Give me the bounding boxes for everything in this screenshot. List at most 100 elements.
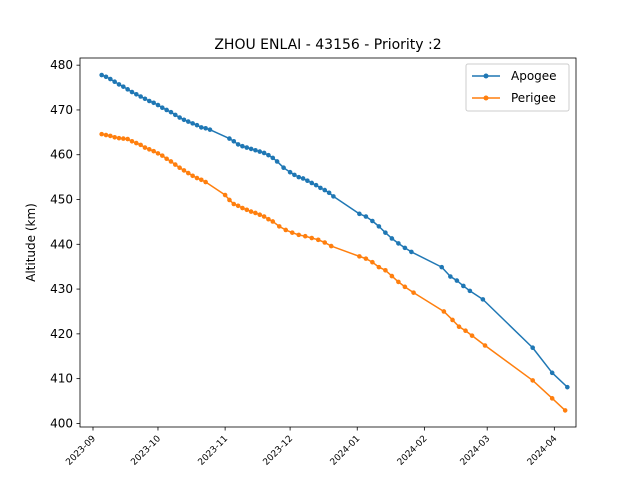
data-point-apogee <box>409 249 414 255</box>
y-tick-label: 410 <box>50 372 73 386</box>
plot-area <box>80 58 576 427</box>
data-point-perigee <box>138 142 143 148</box>
series-points-perigee <box>99 131 568 413</box>
data-point-apogee <box>313 182 319 188</box>
data-point-apogee <box>389 236 395 241</box>
y-tick-label: 430 <box>50 282 73 296</box>
data-point-perigee <box>363 256 369 261</box>
data-point-apogee <box>326 190 332 196</box>
data-point-perigee <box>441 309 447 314</box>
data-point-apogee <box>376 224 382 229</box>
data-point-apogee <box>266 152 271 158</box>
data-point-perigee <box>99 131 104 137</box>
data-point-perigee <box>248 209 254 214</box>
y-tick-label: 420 <box>50 327 73 341</box>
y-tick-label: 440 <box>50 237 73 251</box>
data-point-perigee <box>322 240 328 245</box>
data-point-perigee <box>302 233 308 239</box>
data-point-perigee <box>194 175 200 181</box>
data-point-perigee <box>370 259 375 265</box>
legend-marker-apogee <box>483 73 489 79</box>
data-point-apogee <box>357 211 362 217</box>
y-axis: 400 410 420 430 440 450 460 470 480 <box>50 58 80 430</box>
data-point-apogee <box>125 87 130 92</box>
data-point-apogee <box>565 384 570 390</box>
chart-title: ZHOU ENLAI - 43156 - Priority :2 <box>214 37 441 53</box>
data-point-perigee <box>283 227 289 233</box>
data-point-perigee <box>253 210 258 216</box>
data-point-apogee <box>121 84 126 89</box>
data-point-apogee <box>160 105 165 111</box>
data-point-perigee <box>482 343 488 348</box>
data-point-perigee <box>198 177 204 183</box>
data-point-perigee <box>376 264 382 270</box>
data-point-apogee <box>227 136 232 141</box>
legend-entry-apogee: Apogee <box>472 69 557 83</box>
data-point-apogee <box>203 126 208 131</box>
data-point-perigee <box>185 170 191 176</box>
legend: Apogee Perigee <box>465 63 570 112</box>
data-point-apogee <box>270 155 276 161</box>
data-point-perigee <box>116 135 122 141</box>
data-point-apogee <box>253 147 258 153</box>
y-tick-label: 470 <box>50 103 73 117</box>
data-point-apogee <box>142 96 148 102</box>
legend-label-apogee: Apogee <box>511 69 557 83</box>
data-point-apogee <box>190 121 195 126</box>
data-point-perigee <box>231 201 237 207</box>
data-point-perigee <box>270 219 276 224</box>
data-point-apogee <box>164 107 169 113</box>
data-point-apogee <box>108 76 113 82</box>
data-point-apogee <box>370 218 375 224</box>
data-point-perigee <box>328 243 334 249</box>
data-point-apogee <box>274 159 280 164</box>
data-point-perigee <box>276 224 282 229</box>
data-point-apogee <box>530 345 535 351</box>
data-point-perigee <box>134 140 139 146</box>
data-point-perigee <box>469 333 475 338</box>
y-tick-label: 460 <box>50 148 73 162</box>
data-point-perigee <box>562 408 568 413</box>
data-point-apogee <box>257 149 263 154</box>
data-point-apogee <box>402 245 408 251</box>
data-point-perigee <box>530 378 535 383</box>
data-point-perigee <box>168 159 174 164</box>
data-point-apogee <box>147 98 152 104</box>
data-point-perigee <box>155 151 161 156</box>
data-point-apogee <box>99 72 104 78</box>
data-point-perigee <box>240 205 245 211</box>
data-point-apogee <box>322 187 328 193</box>
data-point-apogee <box>244 145 250 150</box>
data-point-perigee <box>463 328 468 334</box>
y-axis-label: Altitude (km) <box>24 203 38 282</box>
data-point-apogee <box>177 115 182 120</box>
data-point-apogee <box>138 94 143 99</box>
data-point-apogee <box>151 100 156 106</box>
data-point-perigee <box>549 396 555 401</box>
data-point-perigee <box>121 136 126 141</box>
data-point-perigee <box>357 254 362 259</box>
data-point-apogee <box>116 82 122 87</box>
data-point-apogee <box>363 214 369 219</box>
data-point-apogee <box>296 174 302 180</box>
data-point-apogee <box>461 283 466 289</box>
data-point-apogee <box>396 241 401 246</box>
data-point-apogee <box>168 109 174 115</box>
data-point-perigee <box>227 197 232 203</box>
data-point-perigee <box>112 134 117 140</box>
data-point-apogee <box>181 117 187 123</box>
data-point-perigee <box>108 133 113 139</box>
y-tick-label: 400 <box>50 416 73 430</box>
data-point-perigee <box>315 237 321 243</box>
data-point-apogee <box>240 143 245 149</box>
data-point-perigee <box>164 156 169 162</box>
data-point-apogee <box>480 297 486 302</box>
data-point-apogee <box>155 102 161 108</box>
data-point-apogee <box>103 74 109 80</box>
data-point-apogee <box>248 146 254 152</box>
data-point-perigee <box>389 273 395 279</box>
data-point-apogee <box>300 176 306 181</box>
data-point-apogee <box>467 288 473 294</box>
data-point-perigee <box>222 192 228 198</box>
data-point-apogee <box>198 125 204 130</box>
